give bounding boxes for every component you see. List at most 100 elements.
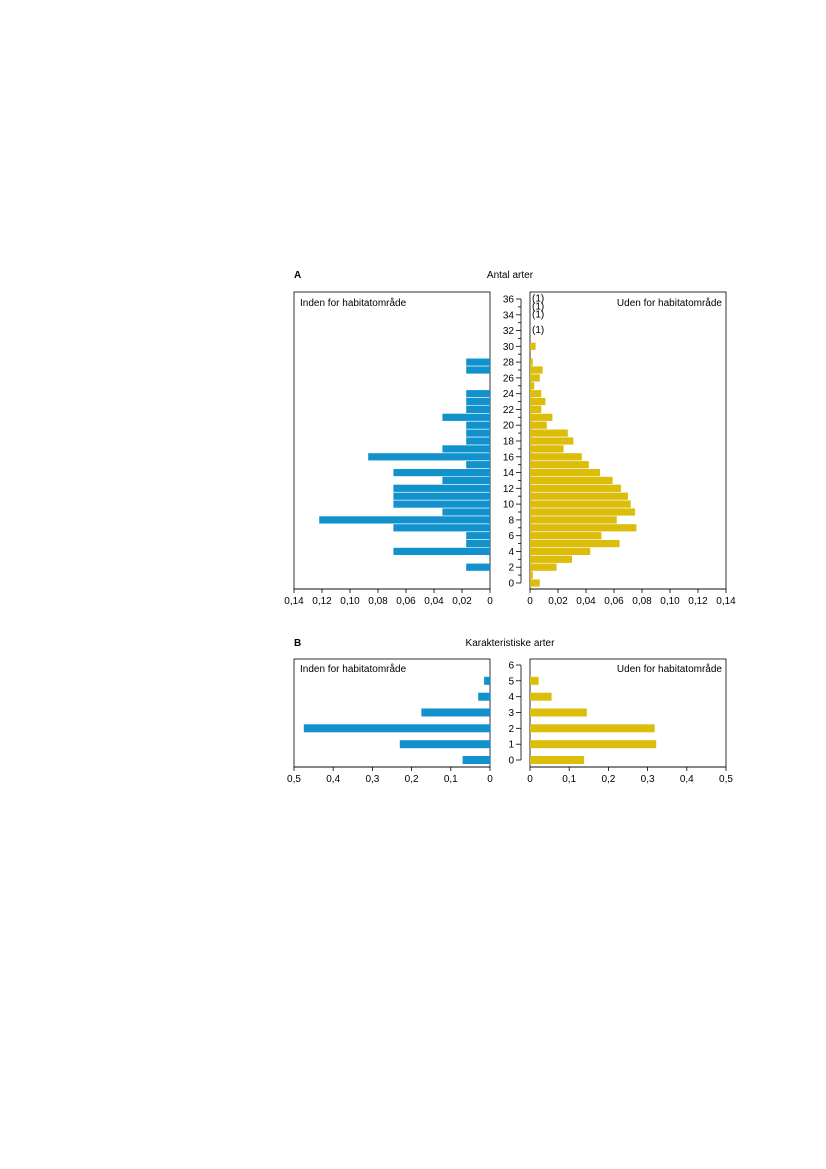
bar-left-6 [466,532,490,540]
category-tick-label-12: 12 [503,484,515,495]
category-tick-label-36: 36 [503,295,515,306]
panel-b-left-bars [303,676,490,764]
panel-a-left-label: Inden for habitatområde [300,297,407,309]
category-tick-label-1: 1 [508,740,514,751]
category-tick-label-20: 20 [503,421,515,432]
panel-b-left-x-axis: 0 0,1 0,2 0,3 0,4 0,5 [287,766,493,785]
bar-left-8 [319,516,490,524]
bar-right-13 [530,476,613,484]
bar-left-17 [442,445,490,453]
right-x-tick-label-2: 0,2 [601,774,615,785]
category-tick-label-14: 14 [503,468,515,479]
category-tick-label-6: 6 [508,661,514,672]
annotation-35: (1) [532,301,544,312]
bar-left-15 [466,461,490,469]
panel-a: A Antal arter Inden for habitatområde Ud… [284,270,736,607]
panel-a-left-frame [293,291,491,590]
panel-b-right-bars [530,676,657,764]
right-x-tick-label-0: 0 [527,774,533,785]
bar-left-2 [303,724,490,733]
bar-right-22 [530,405,542,413]
category-tick-label-26: 26 [503,373,515,384]
panel-b-left-label: Inden for habitatområde [300,663,407,675]
left-x-tick-label-0: 0 [487,774,493,785]
bar-left-28 [466,358,490,366]
right-x-tick-label-5: 0,5 [719,774,733,785]
panel-b-category-ticks: 0 1 2 3 4 5 6 [508,661,521,767]
category-tick-label-8: 8 [508,515,514,526]
panel-a-right-x-axis: 0 0,02 0,04 0,06 0,08 0,10 0,12 0,14 [527,588,736,607]
left-x-tick-label-6: 0,12 [312,596,332,607]
bar-left-24 [466,390,490,398]
category-tick-label-22: 22 [503,405,515,416]
bar-left-9 [442,508,490,516]
bar-right-8 [530,516,617,524]
bar-right-3 [530,708,587,717]
bar-right-0 [530,579,540,587]
panel-b: B Karakteristiske arter Inden for habita… [287,638,733,785]
bar-left-5 [466,540,490,548]
category-tick-label-24: 24 [503,389,515,400]
bar-left-1 [399,740,490,749]
category-tick-label-10: 10 [503,500,515,511]
bar-left-11 [393,492,490,500]
category-tick-label-16: 16 [503,452,515,463]
bar-left-22 [466,405,490,413]
bar-right-26 [530,374,540,382]
left-x-tick-label-1: 0,1 [444,774,458,785]
bar-left-5 [484,676,490,685]
bar-left-18 [466,437,490,445]
bar-right-15 [530,461,589,469]
bar-right-3 [530,555,572,563]
panel-b-right-x-axis: 0 0,1 0,2 0,3 0,4 0,5 [527,766,733,785]
bar-right-27 [530,366,543,374]
bar-left-0 [462,756,490,764]
panel-a-letter: A [294,270,301,281]
bar-right-18 [530,437,574,445]
panel-a-right-label: Uden for habitatområde [617,297,723,309]
right-x-tick-label-4: 0,08 [632,596,652,607]
panel-b-right-label: Uden for habitatområde [617,663,723,675]
bar-left-4 [393,547,490,555]
left-x-tick-label-5: 0,10 [340,596,360,607]
bar-right-30 [530,342,536,350]
panel-b-letter: B [294,638,301,649]
bar-left-27 [466,366,490,374]
bar-right-24 [530,390,542,398]
bar-left-20 [466,421,490,429]
left-x-tick-label-3: 0,06 [396,596,416,607]
right-x-tick-label-1: 0,1 [562,774,576,785]
right-x-tick-label-7: 0,14 [716,596,736,607]
bar-left-10 [393,500,490,508]
bar-right-7 [530,524,637,532]
annotation-36: (1) [532,294,544,305]
left-x-tick-label-0: 0 [487,596,493,607]
bar-right-21 [530,413,553,421]
category-tick-label-34: 34 [503,310,515,321]
bar-right-17 [530,445,564,453]
category-tick-label-0: 0 [508,579,514,590]
bar-right-20 [530,421,547,429]
bar-left-14 [393,469,490,477]
bar-left-3 [421,708,490,717]
category-tick-label-6: 6 [508,531,514,542]
right-x-tick-label-5: 0,10 [660,596,680,607]
category-tick-label-5: 5 [508,676,514,687]
bar-right-2 [530,724,655,733]
category-tick-label-2: 2 [508,563,514,574]
bar-left-16 [368,453,490,461]
right-x-tick-label-1: 0,02 [548,596,568,607]
bar-left-19 [466,429,490,437]
bar-left-2 [466,563,490,571]
bar-right-10 [530,500,631,508]
right-x-tick-label-0: 0 [527,596,533,607]
bar-right-5 [530,676,539,685]
bar-right-1 [530,571,533,579]
bar-left-4 [478,692,490,701]
category-tick-label-30: 30 [503,342,515,353]
left-x-tick-label-5: 0,5 [287,774,301,785]
category-tick-label-3: 3 [508,708,514,719]
right-x-tick-label-2: 0,04 [576,596,596,607]
